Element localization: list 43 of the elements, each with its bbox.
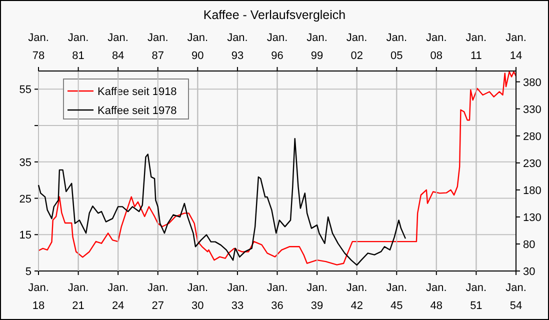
line-series	[38, 138, 406, 266]
x-tick-label: Jan. 93	[227, 32, 248, 62]
x-tick-label: Jan. 78	[28, 32, 49, 62]
x-tick-label: Jan. 39	[306, 282, 328, 312]
x-tick-label: Jan. 14	[506, 32, 526, 62]
y-tick-label: 180	[523, 184, 542, 197]
y-tick-label: 25	[19, 193, 32, 206]
legend-label: Kaffee seit 1918	[98, 86, 177, 98]
x-tick-label: Jan. 05	[386, 32, 408, 62]
y-tick-label: 230	[523, 158, 542, 170]
x-tick-label: Jan. 54	[506, 282, 526, 312]
x-tick-label: Jan. 81	[68, 32, 89, 62]
x-tick-label: Jan. 30	[187, 282, 208, 312]
y-tick-label: 55	[19, 84, 32, 96]
y-tick-label: 35	[19, 156, 32, 169]
y-tick-label: 80	[523, 238, 536, 251]
y-tick-label: 5	[25, 266, 32, 278]
x-tick-label: Jan. 51	[466, 282, 487, 312]
x-tick-label: Jan. 99	[306, 32, 328, 62]
x-tick-label: Jan. 45	[386, 282, 408, 312]
x-tick-label: Jan. 18	[28, 282, 49, 312]
x-tick-label: Jan. 02	[346, 32, 368, 62]
y-tick-label: 380	[523, 76, 542, 89]
x-tick-label: Jan. 08	[426, 32, 447, 62]
y-tick-label: 280	[523, 130, 542, 143]
x-tick-label: Jan. 87	[147, 32, 168, 62]
x-tick-label: Jan. 42	[346, 282, 368, 312]
x-tick-label: Jan. 48	[426, 282, 447, 312]
y-tick-label: 330	[523, 104, 542, 116]
y-tick-label: 30	[523, 266, 536, 278]
x-tick-label: Jan. 11	[466, 32, 487, 62]
x-tick-label: Jan. 36	[266, 282, 288, 312]
y-tick-label: 130	[523, 212, 542, 224]
x-tick-label: Jan. 33	[227, 282, 248, 312]
x-tick-label: Jan. 84	[108, 32, 128, 62]
x-tick-label: Jan. 24	[108, 282, 128, 312]
x-tick-label: Jan. 96	[266, 32, 288, 62]
y-tick-label: 15	[19, 230, 32, 242]
x-tick-label: Jan. 90	[187, 32, 208, 62]
chart-title: Kaffee - Verlaufsvergleich	[203, 8, 346, 22]
x-tick-label: Jan. 21	[68, 282, 89, 312]
legend-label: Kaffee seit 1978	[98, 105, 177, 117]
x-tick-label: Jan. 27	[147, 282, 168, 312]
